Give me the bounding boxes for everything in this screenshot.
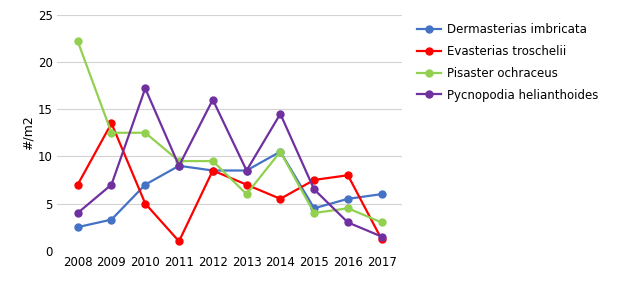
Evasterias troschelii: [242, 183, 250, 186]
Pycnopodia helianthoides: [344, 221, 352, 224]
Evasterias troschelii: [175, 240, 183, 243]
Pisaster ochraceus: [209, 159, 217, 163]
Dermasterias imbricata: [108, 218, 115, 221]
Line: Pisaster ochraceus: Pisaster ochraceus: [74, 38, 385, 226]
Pisaster ochraceus: [142, 131, 149, 135]
Line: Dermasterias imbricata: Dermasterias imbricata: [74, 148, 385, 231]
Evasterias troschelii: [378, 238, 385, 241]
Pycnopodia helianthoides: [310, 188, 318, 191]
Evasterias troschelii: [74, 183, 82, 186]
Pycnopodia helianthoides: [276, 112, 284, 116]
Dermasterias imbricata: [310, 206, 318, 210]
Pisaster ochraceus: [378, 221, 385, 224]
Pycnopodia helianthoides: [142, 87, 149, 90]
Dermasterias imbricata: [175, 164, 183, 168]
Line: Pycnopodia helianthoides: Pycnopodia helianthoides: [74, 85, 385, 240]
Line: Evasterias troschelii: Evasterias troschelii: [74, 120, 385, 245]
Pycnopodia helianthoides: [175, 164, 183, 168]
Evasterias troschelii: [108, 122, 115, 125]
Pycnopodia helianthoides: [378, 235, 385, 238]
Pisaster ochraceus: [74, 40, 82, 43]
Pycnopodia helianthoides: [242, 169, 250, 172]
Evasterias troschelii: [142, 202, 149, 205]
Dermasterias imbricata: [74, 225, 82, 229]
Pycnopodia helianthoides: [209, 98, 217, 101]
Dermasterias imbricata: [209, 169, 217, 172]
Legend: Dermasterias imbricata, Evasterias troschelii, Pisaster ochraceus, Pycnopodia he: Dermasterias imbricata, Evasterias trosc…: [415, 21, 600, 104]
Pisaster ochraceus: [108, 131, 115, 135]
Evasterias troschelii: [344, 173, 352, 177]
Evasterias troschelii: [310, 178, 318, 182]
Pisaster ochraceus: [276, 150, 284, 153]
Dermasterias imbricata: [242, 169, 250, 172]
Dermasterias imbricata: [276, 150, 284, 153]
Dermasterias imbricata: [142, 183, 149, 186]
Dermasterias imbricata: [378, 192, 385, 196]
Pycnopodia helianthoides: [74, 211, 82, 215]
Pycnopodia helianthoides: [108, 183, 115, 186]
Evasterias troschelii: [209, 169, 217, 172]
Dermasterias imbricata: [344, 197, 352, 201]
Y-axis label: #/m2: #/m2: [22, 115, 35, 150]
Pisaster ochraceus: [344, 206, 352, 210]
Pisaster ochraceus: [310, 211, 318, 215]
Pisaster ochraceus: [175, 159, 183, 163]
Evasterias troschelii: [276, 197, 284, 201]
Pisaster ochraceus: [242, 192, 250, 196]
